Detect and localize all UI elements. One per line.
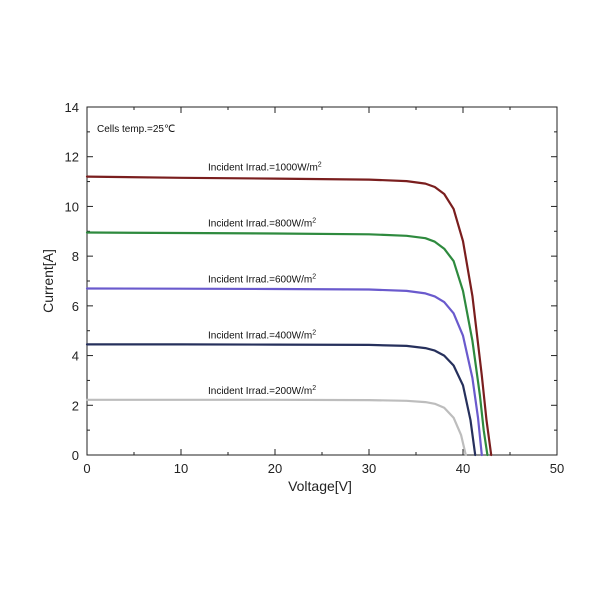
series-line-2: [85, 231, 489, 457]
y-tick-label: 10: [65, 199, 79, 214]
y-tick-label: 6: [72, 299, 79, 314]
y-tick-label: 4: [72, 349, 79, 364]
series-label-3: Incident Irrad.=600W/m2: [208, 273, 316, 285]
x-tick-label: 20: [268, 461, 282, 476]
series-label-2: Incident Irrad.=800W/m2: [208, 218, 316, 230]
y-tick-label: 8: [72, 249, 79, 264]
y-tick-label: 12: [65, 150, 79, 165]
y-tick-label: 14: [65, 100, 79, 115]
series-label-4: Incident Irrad.=400W/m2: [208, 329, 316, 341]
series-line-1: [85, 175, 493, 457]
plot-frame: [86, 106, 558, 456]
y-tick-label: 0: [72, 448, 79, 463]
series-line-4: [85, 343, 477, 457]
series-line-3: [85, 287, 483, 457]
series-label-5: Incident Irrad.=200W/m2: [208, 385, 316, 397]
x-tick-label: 40: [456, 461, 470, 476]
x-tick-label: 30: [362, 461, 376, 476]
y-tick-label: 2: [72, 398, 79, 413]
y-axis-title: Current[A]: [40, 249, 56, 313]
x-tick-label: 0: [83, 461, 90, 476]
series-label-1: Incident Irrad.=1000W/m2: [208, 162, 322, 174]
x-tick-label: 10: [174, 461, 188, 476]
cells-temp-annotation: Cells temp.=25℃: [97, 124, 175, 135]
x-axis-title: Voltage[V]: [288, 478, 352, 494]
x-tick-label: 50: [550, 461, 564, 476]
series-line-5: [85, 398, 467, 457]
